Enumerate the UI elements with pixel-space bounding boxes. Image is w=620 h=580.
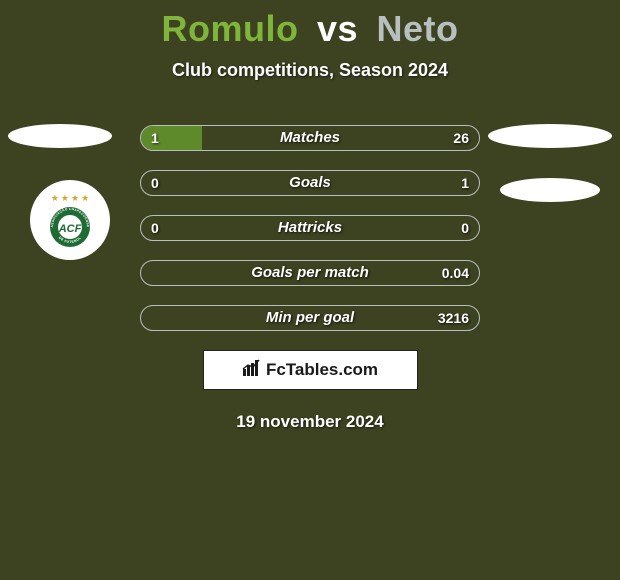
- title-player1: Romulo: [161, 8, 298, 49]
- stat-row: 01Goals: [140, 170, 480, 196]
- club-badge: ★★★★ ASSOCIAÇÃO CHAPECOENSE DE FUTEBOL A…: [30, 180, 110, 260]
- title-player2: Neto: [377, 8, 459, 49]
- title-vs: vs: [317, 8, 358, 49]
- stat-rows: 126Matches 01Goals 00Hattricks 0.04Goals pe…: [140, 125, 480, 331]
- decorative-ellipse: [8, 124, 112, 148]
- stat-label: Goals: [141, 171, 479, 195]
- decorative-ellipse: [500, 178, 600, 202]
- stat-label: Hattricks: [141, 216, 479, 240]
- stat-row: 3216Min per goal: [140, 305, 480, 331]
- brand-text: FcTables.com: [266, 360, 378, 380]
- brand-box: FcTables.com: [203, 350, 418, 390]
- brand-chart-icon: [242, 359, 262, 382]
- badge-shield: ASSOCIAÇÃO CHAPECOENSE DE FUTEBOL ACF: [47, 204, 93, 250]
- stat-label: Min per goal: [141, 306, 479, 330]
- stat-row: 0.04Goals per match: [140, 260, 480, 286]
- stat-label: Goals per match: [141, 261, 479, 285]
- stat-label: Matches: [141, 126, 479, 150]
- badge-stars: ★★★★: [51, 194, 89, 203]
- date-line: 19 november 2024: [0, 412, 620, 432]
- decorative-ellipse: [488, 124, 612, 148]
- page-title: Romulo vs Neto: [0, 0, 620, 50]
- stat-row: 126Matches: [140, 125, 480, 151]
- svg-text:ACF: ACF: [58, 223, 82, 235]
- stat-row: 00Hattricks: [140, 215, 480, 241]
- subtitle: Club competitions, Season 2024: [0, 60, 620, 81]
